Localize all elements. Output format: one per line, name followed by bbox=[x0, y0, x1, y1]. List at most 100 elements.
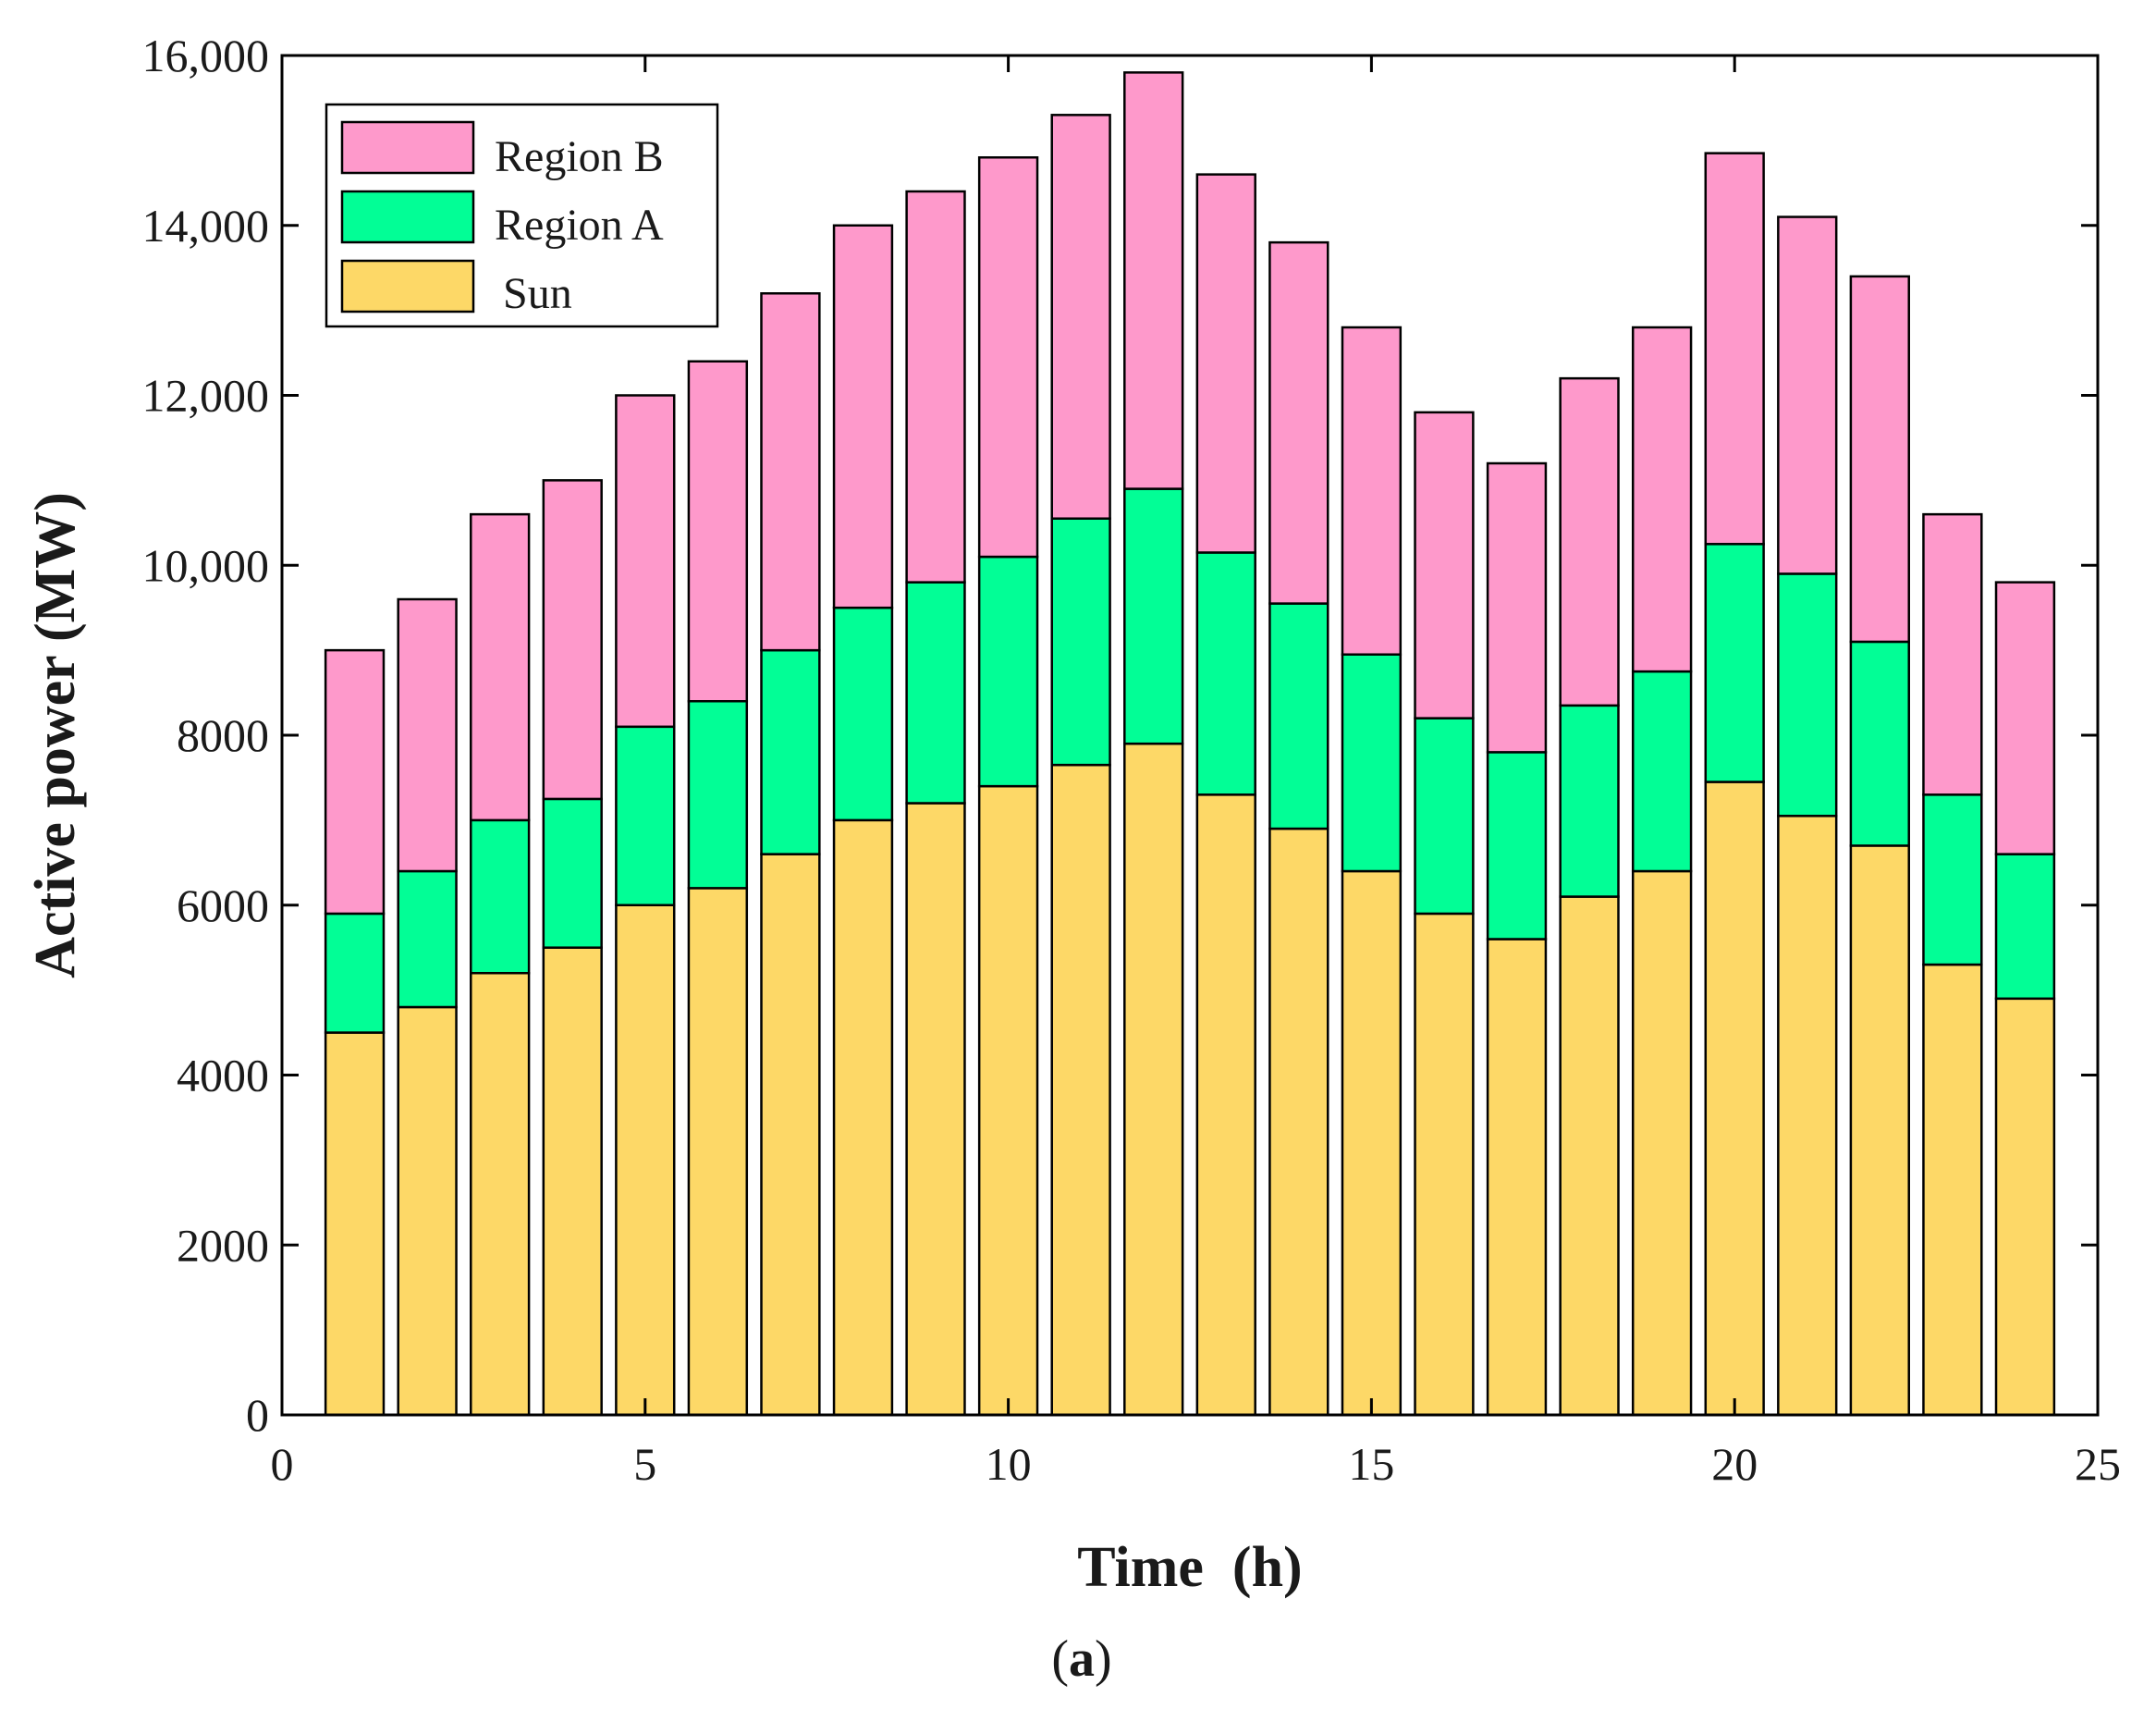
x-tick-label: 10 bbox=[986, 1438, 1032, 1490]
bar-region-a bbox=[1849, 640, 1910, 847]
bar-region-a bbox=[397, 869, 458, 1009]
bar-region-b bbox=[1922, 512, 1983, 796]
bar-region-b bbox=[1050, 114, 1111, 520]
bar-region-b bbox=[1994, 581, 2056, 855]
bar-region-b bbox=[1268, 240, 1329, 605]
bar-region-b bbox=[1341, 326, 1403, 656]
x-tick-label: 0 bbox=[271, 1438, 294, 1490]
y-tick-label: 12,000 bbox=[142, 370, 270, 422]
legend: Region B Region A Sun bbox=[325, 103, 719, 328]
bar-region-a bbox=[470, 818, 531, 975]
bar-region-a bbox=[1268, 602, 1329, 830]
bar-region-b bbox=[1559, 376, 1620, 707]
bar-region-a bbox=[1195, 551, 1256, 796]
bar-sun bbox=[397, 1005, 458, 1417]
bar-sun bbox=[1050, 763, 1111, 1417]
bar-region-b bbox=[1631, 326, 1693, 673]
bar-sun bbox=[1849, 844, 1910, 1417]
bar-region-b bbox=[977, 156, 1039, 559]
y-tick-label: 0 bbox=[246, 1389, 269, 1441]
bar-region-b bbox=[687, 360, 749, 703]
bar-sun bbox=[760, 853, 821, 1417]
bar-sun bbox=[687, 887, 749, 1417]
bar-sun bbox=[1268, 827, 1329, 1417]
bar-region-a bbox=[542, 797, 603, 949]
bar-region-b bbox=[397, 597, 458, 873]
legend-label-region-b: Region B bbox=[495, 132, 664, 181]
bar-sun bbox=[1559, 895, 1620, 1417]
bar-region-a bbox=[1123, 487, 1184, 745]
bar-region-a bbox=[1994, 853, 2056, 1001]
bar-region-a bbox=[977, 555, 1039, 788]
bar-sun bbox=[542, 946, 603, 1417]
bar-region-a bbox=[1559, 704, 1620, 898]
x-axis: 0 5 10 15 20 25 bbox=[271, 55, 2121, 1490]
x-tick-label: 25 bbox=[2075, 1438, 2121, 1490]
y-tick-label: 6000 bbox=[177, 879, 269, 931]
caption-letter: a bbox=[1069, 1630, 1095, 1688]
bar-region-a bbox=[1050, 517, 1111, 767]
y-tick-label: 14,000 bbox=[142, 200, 270, 252]
y-axis-title: Active power (MW) bbox=[24, 492, 87, 978]
bar-region-b bbox=[542, 479, 603, 801]
legend-swatch-sun bbox=[340, 259, 475, 314]
bar-region-a bbox=[905, 581, 966, 805]
bar-sun bbox=[1195, 793, 1256, 1417]
x-tick-label: 20 bbox=[1711, 1438, 1758, 1490]
bar-sun bbox=[1341, 869, 1403, 1417]
bar-sun bbox=[324, 1031, 386, 1417]
bar-sun bbox=[1486, 938, 1548, 1417]
bar-region-b bbox=[470, 512, 531, 822]
legend-swatch-region-a bbox=[340, 190, 475, 244]
bar-sun bbox=[1704, 781, 1765, 1417]
bar-sun bbox=[1123, 742, 1184, 1417]
bar-sun bbox=[1631, 869, 1693, 1417]
bar-region-b bbox=[1849, 275, 1910, 644]
y-tick-label: 2000 bbox=[177, 1219, 269, 1271]
bar-region-a bbox=[1341, 653, 1403, 873]
bar-region-a bbox=[687, 700, 749, 890]
bar-region-a bbox=[615, 725, 676, 906]
y-tick-label: 4000 bbox=[177, 1050, 269, 1101]
bar-region-a bbox=[832, 606, 894, 822]
bar-region-b bbox=[1195, 173, 1256, 554]
bars-group bbox=[324, 71, 2056, 1417]
bar-region-b bbox=[905, 190, 966, 584]
x-axis-title: Time (h) bbox=[1077, 1536, 1302, 1599]
y-tick-label: 10,000 bbox=[142, 539, 270, 591]
bar-sun bbox=[1922, 963, 1983, 1417]
legend-swatch-region-b bbox=[340, 120, 475, 175]
bar-region-a bbox=[1777, 572, 1838, 818]
bar-sun bbox=[470, 972, 531, 1417]
legend-label-sun: Sun bbox=[503, 269, 572, 318]
bar-region-a bbox=[1704, 543, 1765, 783]
bar-sun bbox=[905, 802, 966, 1417]
x-tick-label: 15 bbox=[1348, 1438, 1394, 1490]
bar-sun bbox=[1777, 815, 1838, 1417]
bar-region-b bbox=[324, 648, 386, 916]
bar-region-b bbox=[832, 224, 894, 609]
y-axis: 0 2000 4000 6000 8000 10,000 12,000 14,000 16,00… bbox=[142, 30, 2098, 1441]
bar-sun bbox=[977, 784, 1039, 1417]
bar-region-b bbox=[1777, 215, 1838, 575]
x-tick-label: 5 bbox=[633, 1438, 656, 1490]
bar-region-a bbox=[1631, 670, 1693, 873]
bar-region-a bbox=[1414, 717, 1475, 916]
legend-label-region-a: Region A bbox=[495, 201, 664, 250]
bar-region-a bbox=[1486, 751, 1548, 941]
figure-caption: (a) bbox=[1051, 1630, 1111, 1688]
bar-region-b bbox=[760, 292, 821, 652]
bar-region-b bbox=[1486, 461, 1548, 754]
bar-region-b bbox=[1704, 152, 1765, 546]
bar-region-a bbox=[760, 648, 821, 855]
bar-region-b bbox=[1123, 71, 1184, 490]
bar-region-b bbox=[615, 394, 676, 729]
y-tick-label: 16,000 bbox=[142, 30, 270, 81]
bar-sun bbox=[832, 818, 894, 1417]
y-tick-label: 8000 bbox=[177, 709, 269, 761]
bar-region-a bbox=[1922, 793, 1983, 966]
bar-sun bbox=[1414, 912, 1475, 1417]
bar-region-a bbox=[324, 912, 386, 1034]
bar-region-b bbox=[1414, 411, 1475, 719]
